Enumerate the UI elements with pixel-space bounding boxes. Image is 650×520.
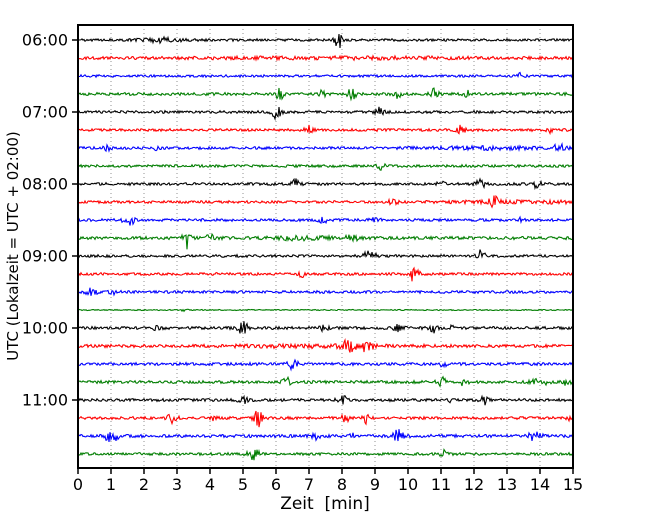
x-tick-label-12: 12 — [464, 475, 484, 494]
x-axis-label: Zeit [min] — [280, 494, 370, 514]
trace-0615 — [77, 54, 574, 62]
trace-1045 — [77, 375, 574, 388]
x-tick-label-6: 6 — [271, 475, 281, 494]
y-tick-label-0900: 09:00 — [22, 247, 68, 266]
x-tick-label-7: 7 — [304, 475, 314, 494]
trace-0815 — [77, 194, 574, 209]
x-tick-label-0: 0 — [73, 475, 83, 494]
trace-1115 — [77, 410, 574, 428]
y-tick-label-0800: 08:00 — [22, 175, 68, 194]
trace-0915 — [78, 266, 574, 282]
x-tick-label-13: 13 — [497, 475, 517, 494]
trace-0600 — [77, 34, 574, 48]
trace-0930 — [77, 287, 574, 297]
x-tick-label-15: 15 — [563, 475, 583, 494]
x-tick-label-11: 11 — [431, 475, 451, 494]
x-tick-label-14: 14 — [530, 475, 550, 494]
x-tick-label-4: 4 — [205, 475, 215, 494]
x-tick-label-10: 10 — [398, 475, 418, 494]
trace-1100 — [77, 394, 574, 406]
trace-1015 — [77, 337, 574, 353]
y-tick-label-1000: 10:00 — [22, 319, 68, 338]
axes-border — [77, 24, 574, 469]
x-tick-label-9: 9 — [370, 475, 380, 494]
y-tick-label-0700: 07:00 — [22, 103, 68, 122]
x-tick-label-2: 2 — [139, 475, 149, 494]
trace-1000 — [77, 321, 573, 334]
trace-0800 — [77, 177, 574, 191]
trace-1130 — [77, 429, 574, 442]
trace-0700 — [77, 106, 574, 122]
x-tick-label-1: 1 — [106, 475, 116, 494]
x-tick-label-5: 5 — [238, 475, 248, 494]
y-tick-label-1100: 11:00 — [22, 391, 68, 410]
trace-0645 — [77, 87, 574, 102]
trace-0630 — [77, 71, 574, 79]
trace-1030 — [77, 358, 574, 372]
trace-1145 — [77, 448, 574, 461]
y-axis-label: UTC (Lokalzeit = UTC + 02:00) — [4, 131, 22, 361]
trace-0900 — [77, 249, 574, 259]
trace-0745 — [77, 162, 574, 171]
y-tick-label-0600: 06:00 — [22, 31, 68, 50]
x-tick-label-3: 3 — [172, 475, 182, 494]
trace-0845 — [77, 232, 574, 250]
x-tick-label-8: 8 — [337, 475, 347, 494]
trace-0945 — [77, 308, 574, 313]
trace-0730 — [77, 141, 574, 153]
trace-0715 — [77, 124, 574, 136]
trace-0830 — [77, 215, 574, 226]
